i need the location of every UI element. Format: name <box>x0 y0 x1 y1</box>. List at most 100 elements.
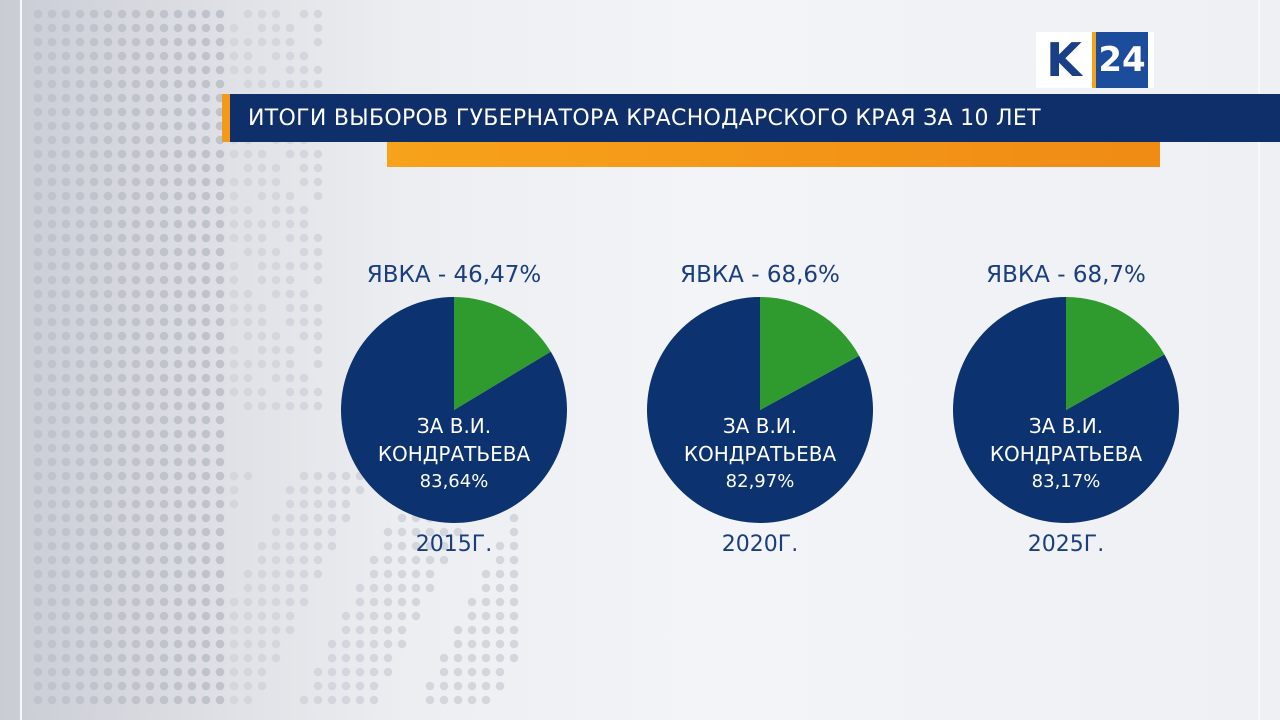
map-dot <box>89 135 99 145</box>
map-dot <box>131 233 141 243</box>
map-dot <box>47 149 57 159</box>
map-dot <box>103 107 113 117</box>
map-dot <box>439 681 449 691</box>
map-dot <box>285 303 295 313</box>
map-dot <box>47 23 57 33</box>
map-dot <box>299 163 309 173</box>
map-dot <box>89 331 99 341</box>
map-dot <box>257 65 267 75</box>
map-dot <box>299 317 309 327</box>
map-dot <box>201 583 211 593</box>
map-dot <box>159 499 169 509</box>
map-dot <box>313 541 323 551</box>
map-dot <box>215 401 225 411</box>
map-dot <box>187 303 197 313</box>
map-dot <box>495 597 505 607</box>
map-dot <box>33 597 43 607</box>
map-dot <box>299 387 309 397</box>
logo-k-letter: K <box>1036 32 1092 88</box>
map-dot <box>299 485 309 495</box>
map-dot <box>33 667 43 677</box>
map-dot <box>201 233 211 243</box>
map-dot <box>509 569 519 579</box>
map-dot <box>159 513 169 523</box>
map-dot <box>467 653 477 663</box>
map-dot <box>257 177 267 187</box>
map-dot <box>201 373 211 383</box>
map-dot <box>257 79 267 89</box>
map-dot <box>145 135 155 145</box>
map-dot <box>131 653 141 663</box>
map-dot <box>257 23 267 33</box>
map-dot <box>173 37 183 47</box>
map-dot <box>61 23 71 33</box>
map-dot <box>355 681 365 691</box>
map-dot <box>313 23 323 33</box>
map-dot <box>47 401 57 411</box>
map-dot <box>131 191 141 201</box>
map-dot <box>215 541 225 551</box>
map-dot <box>187 387 197 397</box>
map-dot <box>117 345 127 355</box>
pie <box>647 297 873 523</box>
map-dot <box>243 79 253 89</box>
map-dot <box>61 499 71 509</box>
map-dot <box>159 317 169 327</box>
map-dot <box>299 331 309 341</box>
map-dot <box>215 681 225 691</box>
map-dot <box>173 331 183 341</box>
map-dot <box>131 527 141 537</box>
map-dot <box>299 513 309 523</box>
map-dot <box>89 65 99 75</box>
map-dot <box>145 387 155 397</box>
map-dot <box>173 639 183 649</box>
map-dot <box>383 611 393 621</box>
map-dot <box>159 583 169 593</box>
map-dot <box>131 583 141 593</box>
map-dot <box>257 331 267 341</box>
map-dot <box>61 625 71 635</box>
map-dot <box>215 667 225 677</box>
map-dot <box>131 443 141 453</box>
map-dot <box>243 653 253 663</box>
map-dot <box>243 303 253 313</box>
map-dot <box>257 569 267 579</box>
map-dot <box>33 191 43 201</box>
map-dot <box>117 527 127 537</box>
map-dot <box>187 261 197 271</box>
map-dot <box>341 639 351 649</box>
map-dot <box>411 555 421 565</box>
map-dot <box>159 37 169 47</box>
map-dot <box>453 681 463 691</box>
map-dot <box>285 513 295 523</box>
map-dot <box>75 205 85 215</box>
map-dot <box>145 513 155 523</box>
map-dot <box>131 695 141 705</box>
map-dot <box>327 485 337 495</box>
map-dot <box>495 541 505 551</box>
map-dot <box>215 471 225 481</box>
map-dot <box>89 205 99 215</box>
map-dot <box>285 359 295 369</box>
map-dot <box>257 401 267 411</box>
map-dot <box>117 359 127 369</box>
map-dot <box>215 331 225 341</box>
map-dot <box>187 233 197 243</box>
map-dot <box>509 639 519 649</box>
map-dot <box>215 345 225 355</box>
map-dot <box>173 9 183 19</box>
map-dot <box>341 681 351 691</box>
map-dot <box>187 373 197 383</box>
map-dot <box>201 695 211 705</box>
map-dot <box>313 555 323 565</box>
map-dot <box>47 79 57 89</box>
map-dot <box>313 401 323 411</box>
map-dot <box>117 499 127 509</box>
map-dot <box>187 667 197 677</box>
map-dot <box>75 499 85 509</box>
map-dot <box>173 527 183 537</box>
map-dot <box>481 583 491 593</box>
map-dot <box>131 107 141 117</box>
map-dot <box>299 79 309 89</box>
map-dot <box>75 401 85 411</box>
